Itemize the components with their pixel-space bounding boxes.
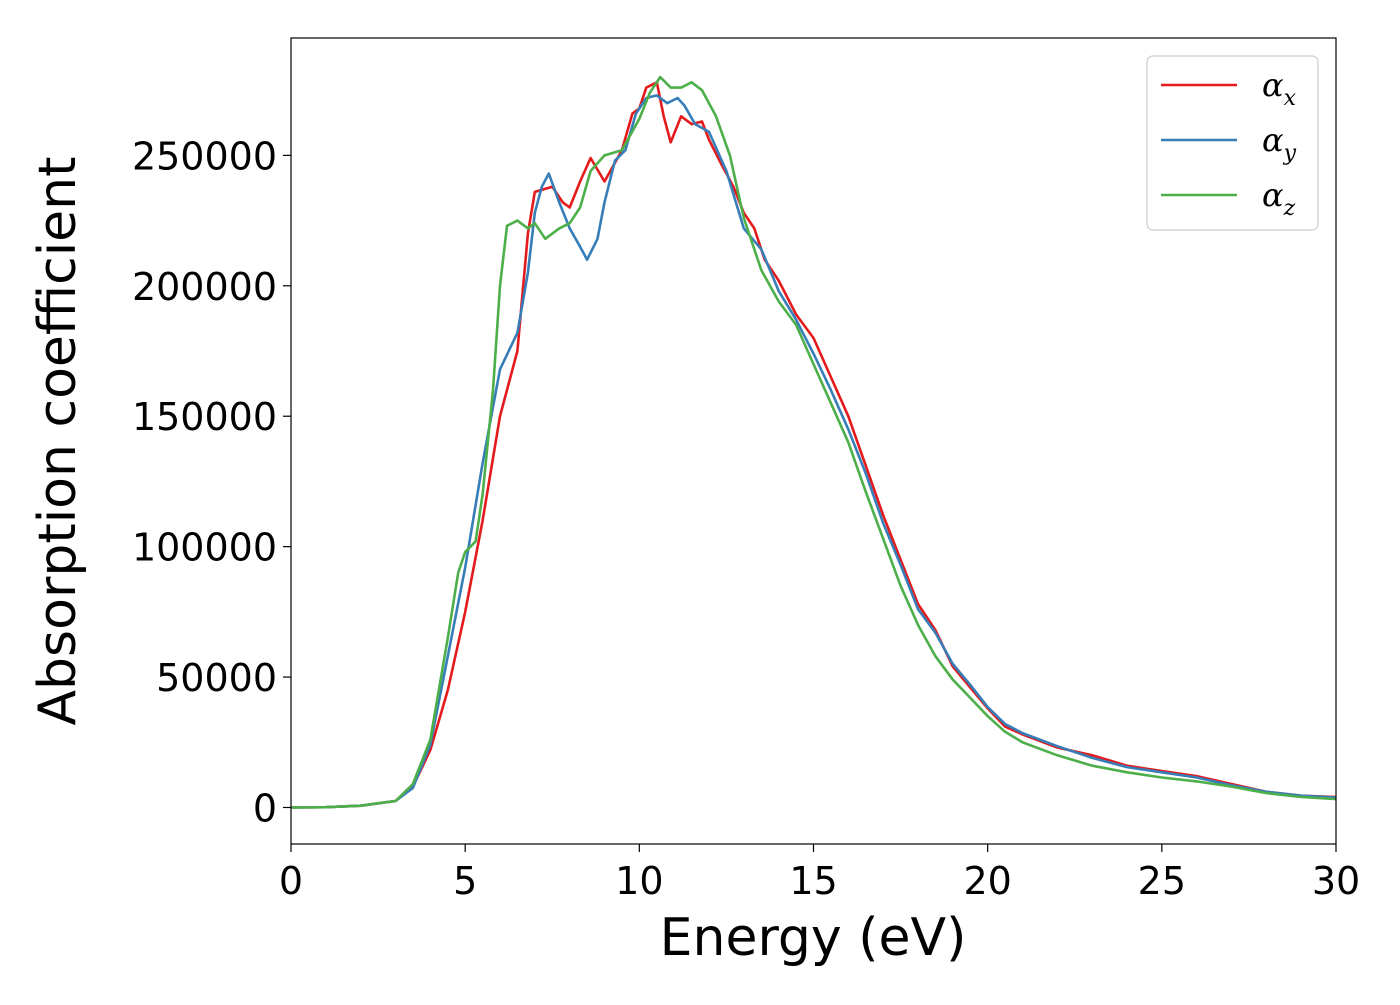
x-tick-label: 15 <box>789 859 837 903</box>
legend-label-z: αz <box>1262 176 1296 221</box>
x-tick-label: 5 <box>453 859 477 903</box>
series-line-z <box>291 75 1336 809</box>
x-tick-label: 0 <box>279 859 303 903</box>
y-tick-label: 250000 <box>132 134 277 178</box>
legend: αx αy αz <box>1146 55 1319 231</box>
series-line-x <box>291 81 1336 809</box>
x-tick-label: 10 <box>615 859 663 903</box>
y-tick-label: 0 <box>253 786 277 830</box>
x-axis: 0 5 10 15 20 25 30 <box>279 844 1360 903</box>
y-tick-label: 200000 <box>132 265 277 309</box>
legend-label-x: αx <box>1262 66 1297 111</box>
y-tick-label: 150000 <box>132 395 277 439</box>
x-axis-title: Energy (eV) <box>660 908 967 968</box>
x-tick-label: 20 <box>963 859 1011 903</box>
y-tick-label: 50000 <box>156 656 277 700</box>
y-tick-label: 100000 <box>132 526 277 570</box>
x-tick-label: 25 <box>1138 859 1186 903</box>
y-axis-title: Absorption coefficient <box>28 156 88 725</box>
legend-label-y: αy <box>1262 121 1297 166</box>
x-tick-label: 30 <box>1312 859 1360 903</box>
y-axis: 0 50000 100000 150000 200000 250000 <box>132 134 291 830</box>
series-line-y <box>291 94 1336 809</box>
legend-box <box>1146 55 1319 231</box>
series-layer <box>291 75 1336 809</box>
